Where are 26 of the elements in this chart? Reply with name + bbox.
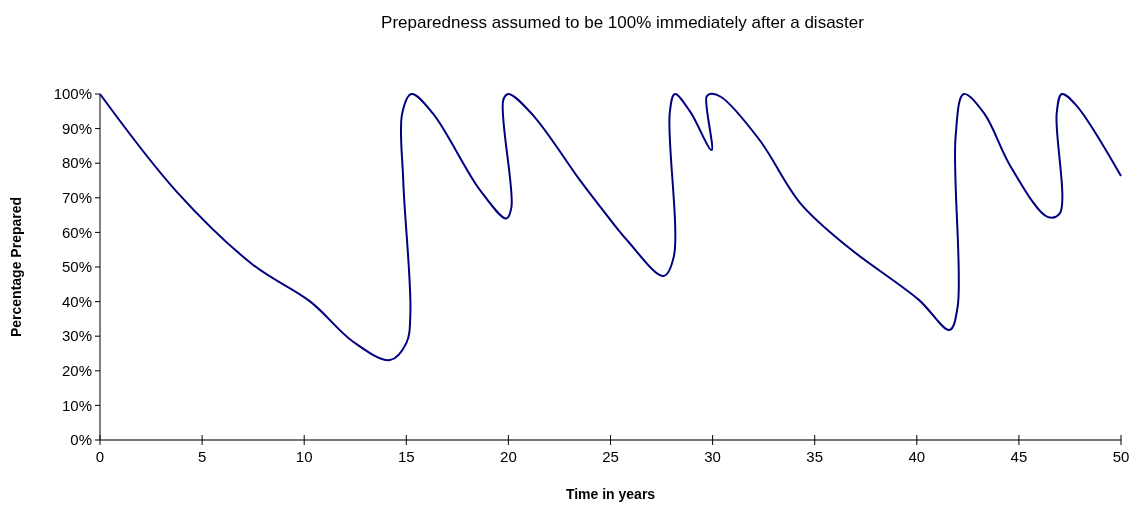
x-tick-label: 25 (602, 448, 619, 465)
y-axis-title: Percentage Prepared (8, 196, 24, 338)
y-tick-label: 100% (53, 85, 92, 103)
x-tick-label: 35 (806, 448, 824, 465)
y-tick-label: 70% (61, 189, 92, 207)
x-tick-label: 0 (95, 448, 105, 465)
y-tick-label: 10% (61, 396, 92, 414)
x-tick-label: 40 (908, 448, 926, 465)
x-tick-label: 5 (197, 448, 207, 465)
x-tick-label: 45 (1010, 448, 1028, 465)
y-tick-label: 20% (61, 362, 92, 380)
x-tick-label: 50 (1112, 448, 1130, 465)
y-tick-label: 50% (61, 258, 92, 276)
y-tick-label: 90% (61, 119, 92, 137)
x-tick-label: 15 (397, 448, 415, 465)
line-series (99, 92, 1122, 362)
y-tick-label: 30% (61, 327, 92, 345)
y-tick-label: 40% (61, 292, 92, 310)
x-tick-label: 20 (500, 448, 517, 465)
x-tick-label: 10 (295, 448, 313, 465)
x-axis-title: Time in years (565, 486, 656, 502)
y-tick-label: 0% (70, 431, 92, 449)
y-tick-label: 60% (61, 223, 92, 241)
y-tick-label: 80% (61, 154, 92, 172)
chart-title: Preparedness assumed to be 100% immediately after a disaster (381, 13, 865, 32)
x-tick-label: 30 (704, 448, 721, 465)
